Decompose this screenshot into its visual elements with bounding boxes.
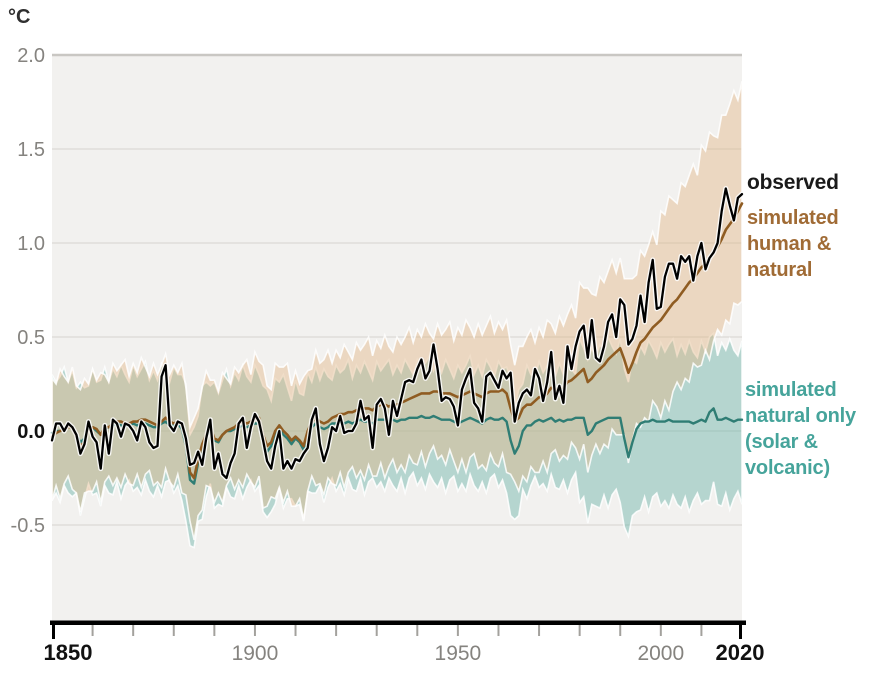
y-tick-label-1.5: 1.5 <box>17 139 45 161</box>
legend-observed: observed <box>747 171 839 194</box>
y-axis-unit-label: °C <box>8 6 31 28</box>
x-tick-label-1950: 1950 <box>435 642 482 665</box>
line-simulated-natural-only <box>50 407 744 485</box>
y-tick-label-1.0: 1.0 <box>17 233 45 255</box>
y-tick-label-2.0: 2.0 <box>17 45 45 67</box>
x-tick-label-2020: 2020 <box>716 640 765 665</box>
x-axis-line <box>50 620 746 625</box>
y-tick-label-0.5: 0.5 <box>17 327 45 349</box>
line-observed <box>50 187 744 480</box>
x-tick-label-2000: 2000 <box>637 642 684 665</box>
x-tick-label-1850: 1850 <box>44 640 93 665</box>
y-tick-label--0.5: -0.5 <box>11 515 45 537</box>
legend-simulated-human-natural: simulated human & natural <box>747 207 839 281</box>
x-tick-label-1900: 1900 <box>232 642 279 665</box>
band-simulated-human-natural <box>51 81 743 541</box>
legend-simulated-natural-only: simulated natural only (solar & volcanic… <box>745 379 856 479</box>
y-tick-label-0.0: 0.0 <box>17 421 45 443</box>
